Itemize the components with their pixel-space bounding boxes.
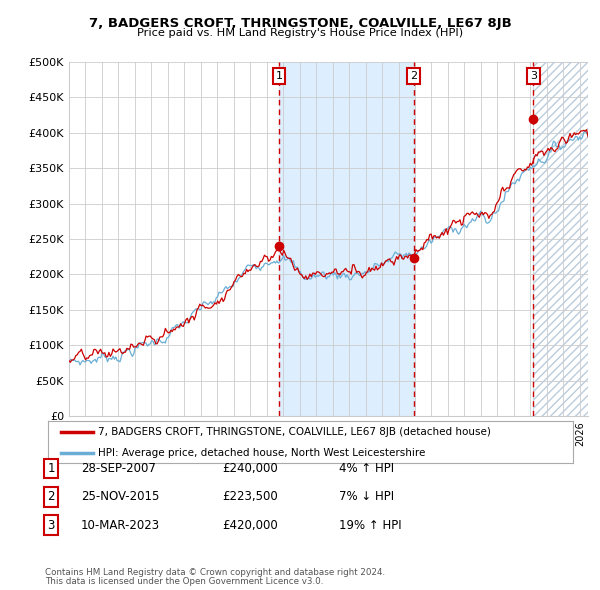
Text: £223,500: £223,500 [222,490,278,503]
Text: £420,000: £420,000 [222,519,278,532]
Text: 3: 3 [47,519,55,532]
Text: 25-NOV-2015: 25-NOV-2015 [81,490,160,503]
Text: 2: 2 [410,71,417,81]
Text: 28-SEP-2007: 28-SEP-2007 [81,462,156,475]
Text: 1: 1 [47,462,55,475]
Text: 7, BADGERS CROFT, THRINGSTONE, COALVILLE, LE67 8JB: 7, BADGERS CROFT, THRINGSTONE, COALVILLE… [89,17,511,30]
Text: 1: 1 [275,71,283,81]
Text: Contains HM Land Registry data © Crown copyright and database right 2024.: Contains HM Land Registry data © Crown c… [45,568,385,577]
Text: HPI: Average price, detached house, North West Leicestershire: HPI: Average price, detached house, Nort… [98,448,425,457]
Text: 7% ↓ HPI: 7% ↓ HPI [339,490,394,503]
Text: 10-MAR-2023: 10-MAR-2023 [81,519,160,532]
Text: 3: 3 [530,71,537,81]
Text: 19% ↑ HPI: 19% ↑ HPI [339,519,401,532]
Text: 7, BADGERS CROFT, THRINGSTONE, COALVILLE, LE67 8JB (detached house): 7, BADGERS CROFT, THRINGSTONE, COALVILLE… [98,427,491,437]
Text: £240,000: £240,000 [222,462,278,475]
Bar [533,62,588,416]
Bar [533,62,588,416]
Text: 2: 2 [47,490,55,503]
Text: This data is licensed under the Open Government Licence v3.0.: This data is licensed under the Open Gov… [45,577,323,586]
Text: 4% ↑ HPI: 4% ↑ HPI [339,462,394,475]
Text: Price paid vs. HM Land Registry's House Price Index (HPI): Price paid vs. HM Land Registry's House … [137,28,463,38]
Bar [279,62,413,416]
